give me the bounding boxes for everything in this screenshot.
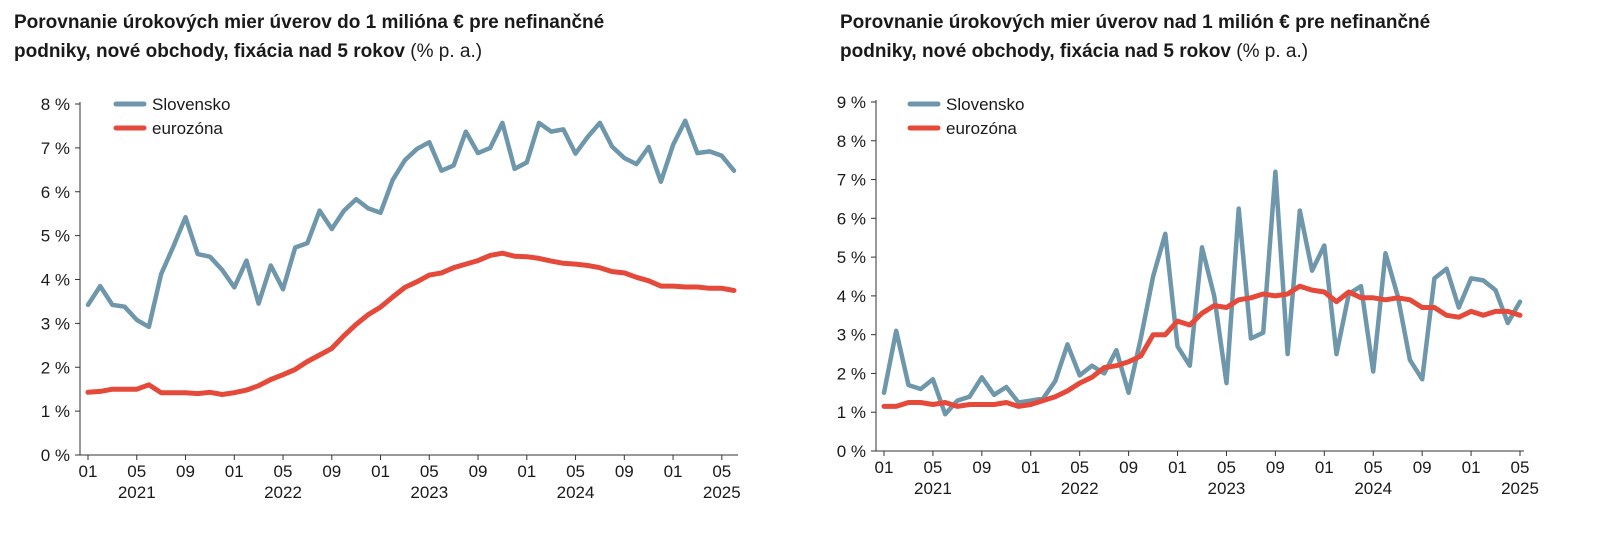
legend-label: eurozóna: [946, 119, 1017, 138]
x-tick-label: 01: [1462, 458, 1481, 477]
chart-title-right: Porovnanie úrokových mier úverov nad 1 m…: [840, 8, 1600, 66]
x-tick-label: 09: [176, 462, 195, 481]
x-year-label: 2022: [1061, 479, 1099, 498]
x-tick-label: 09: [322, 462, 341, 481]
y-tick-label: 6 %: [837, 209, 866, 228]
x-tick-label: 01: [79, 462, 98, 481]
x-tick-label: 01: [1021, 458, 1040, 477]
x-year-label: 2024: [557, 483, 595, 502]
x-year-label: 2023: [410, 483, 448, 502]
y-tick-label: 2 %: [837, 364, 866, 383]
x-tick-label: 09: [469, 462, 488, 481]
x-tick-label: 01: [875, 458, 894, 477]
y-tick-label: 5 %: [837, 248, 866, 267]
chart-panel-left: 0 % 1 % 2 % 3 % 4 % 5 % 6 % 7 % 8 % 01 05 09 01 05 09 0…: [14, 8, 774, 502]
x-tick-label: 01: [664, 462, 683, 481]
y-tick-label: 5 %: [41, 227, 70, 246]
legend-label: eurozóna: [152, 119, 223, 138]
chart-title-right-line2: podniky, nové obchody, fixácia nad 5 rok…: [840, 41, 1231, 62]
y-tick-label: 4 %: [837, 287, 866, 306]
x-tick-label: 05: [923, 458, 942, 477]
x-tick-label: 09: [1266, 458, 1285, 477]
x-tick-label: 09: [1119, 458, 1138, 477]
chart-panel-right: 0 % 1 % 2 % 3 % 4 % 5 % 6 % 7 % 8 % 9 % 01 05 09 01 05…: [826, 0, 1616, 534]
x-tick-label: 05: [127, 462, 146, 481]
chart-unit-right: (% p. a.): [1236, 41, 1309, 62]
x-year-label: 2025: [1501, 479, 1539, 498]
y-tick-label: 9 %: [837, 93, 866, 112]
x-year-label: 2025: [703, 483, 741, 502]
y-tick-label: 1 %: [837, 403, 866, 422]
x-tick-label: 05: [1364, 458, 1383, 477]
y-tick-label: 6 %: [41, 183, 70, 202]
x-tick-label: 05: [1511, 458, 1530, 477]
x-year-label: 2021: [914, 479, 952, 498]
chart-title-left: Porovnanie úrokových mier úverov do 1 mi…: [14, 8, 774, 66]
chart-title-right-line1: Porovnanie úrokových mier úverov nad 1 m…: [840, 12, 1431, 33]
legend-label: Slovensko: [152, 95, 230, 114]
x-year-label: 2022: [264, 483, 302, 502]
line-chart-under-1m: 0 % 1 % 2 % 3 % 4 % 5 % 6 % 7 % 8 % 01 05 09 01 05 09 0…: [41, 95, 741, 502]
x-tick-label: 01: [1315, 458, 1334, 477]
series-line-eurozona: [881, 283, 1523, 409]
x-tick-label: 01: [371, 462, 390, 481]
chart-title-left-line1: Porovnanie úrokových mier úverov do 1 mi…: [14, 12, 605, 33]
x-tick-label: 01: [225, 462, 244, 481]
x-tick-label: 09: [972, 458, 991, 477]
x-tick-label: 05: [1217, 458, 1236, 477]
x-year-label: 2021: [118, 483, 156, 502]
y-tick-label: 1 %: [41, 402, 70, 421]
y-tick-label: 4 %: [41, 271, 70, 290]
y-tick-label: 8 %: [41, 95, 70, 114]
y-tick-label: 3 %: [837, 326, 866, 345]
x-tick-label: 05: [420, 462, 439, 481]
line-chart-over-1m: 0 % 1 % 2 % 3 % 4 % 5 % 6 % 7 % 8 % 9 % 01 05 09 01 05…: [837, 93, 1539, 498]
chart-title-left-line2: podniky, nové obchody, fixácia nad 5 rok…: [14, 41, 405, 62]
x-tick-label: 05: [566, 462, 585, 481]
x-year-label: 2023: [1208, 479, 1246, 498]
y-tick-label: 3 %: [41, 314, 70, 333]
x-tick-label: 09: [1413, 458, 1432, 477]
x-tick-label: 01: [517, 462, 536, 481]
x-tick-label: 01: [1168, 458, 1187, 477]
x-tick-label: 09: [615, 462, 634, 481]
x-tick-label: 05: [274, 462, 293, 481]
chart-unit-left: (% p. a.): [410, 41, 483, 62]
x-year-label: 2024: [1354, 479, 1392, 498]
legend-label: Slovensko: [946, 95, 1024, 114]
y-tick-label: 0 %: [837, 442, 866, 461]
y-tick-label: 2 %: [41, 358, 70, 377]
series-line-slovensko: [881, 169, 1523, 417]
x-tick-label: 05: [712, 462, 731, 481]
series-line-eurozona: [85, 250, 737, 397]
x-tick-label: 05: [1070, 458, 1089, 477]
y-tick-label: 8 %: [837, 132, 866, 151]
y-tick-label: 0 %: [41, 446, 70, 465]
series-line-slovensko: [85, 118, 737, 330]
y-tick-label: 7 %: [837, 171, 866, 190]
y-tick-label: 7 %: [41, 139, 70, 158]
